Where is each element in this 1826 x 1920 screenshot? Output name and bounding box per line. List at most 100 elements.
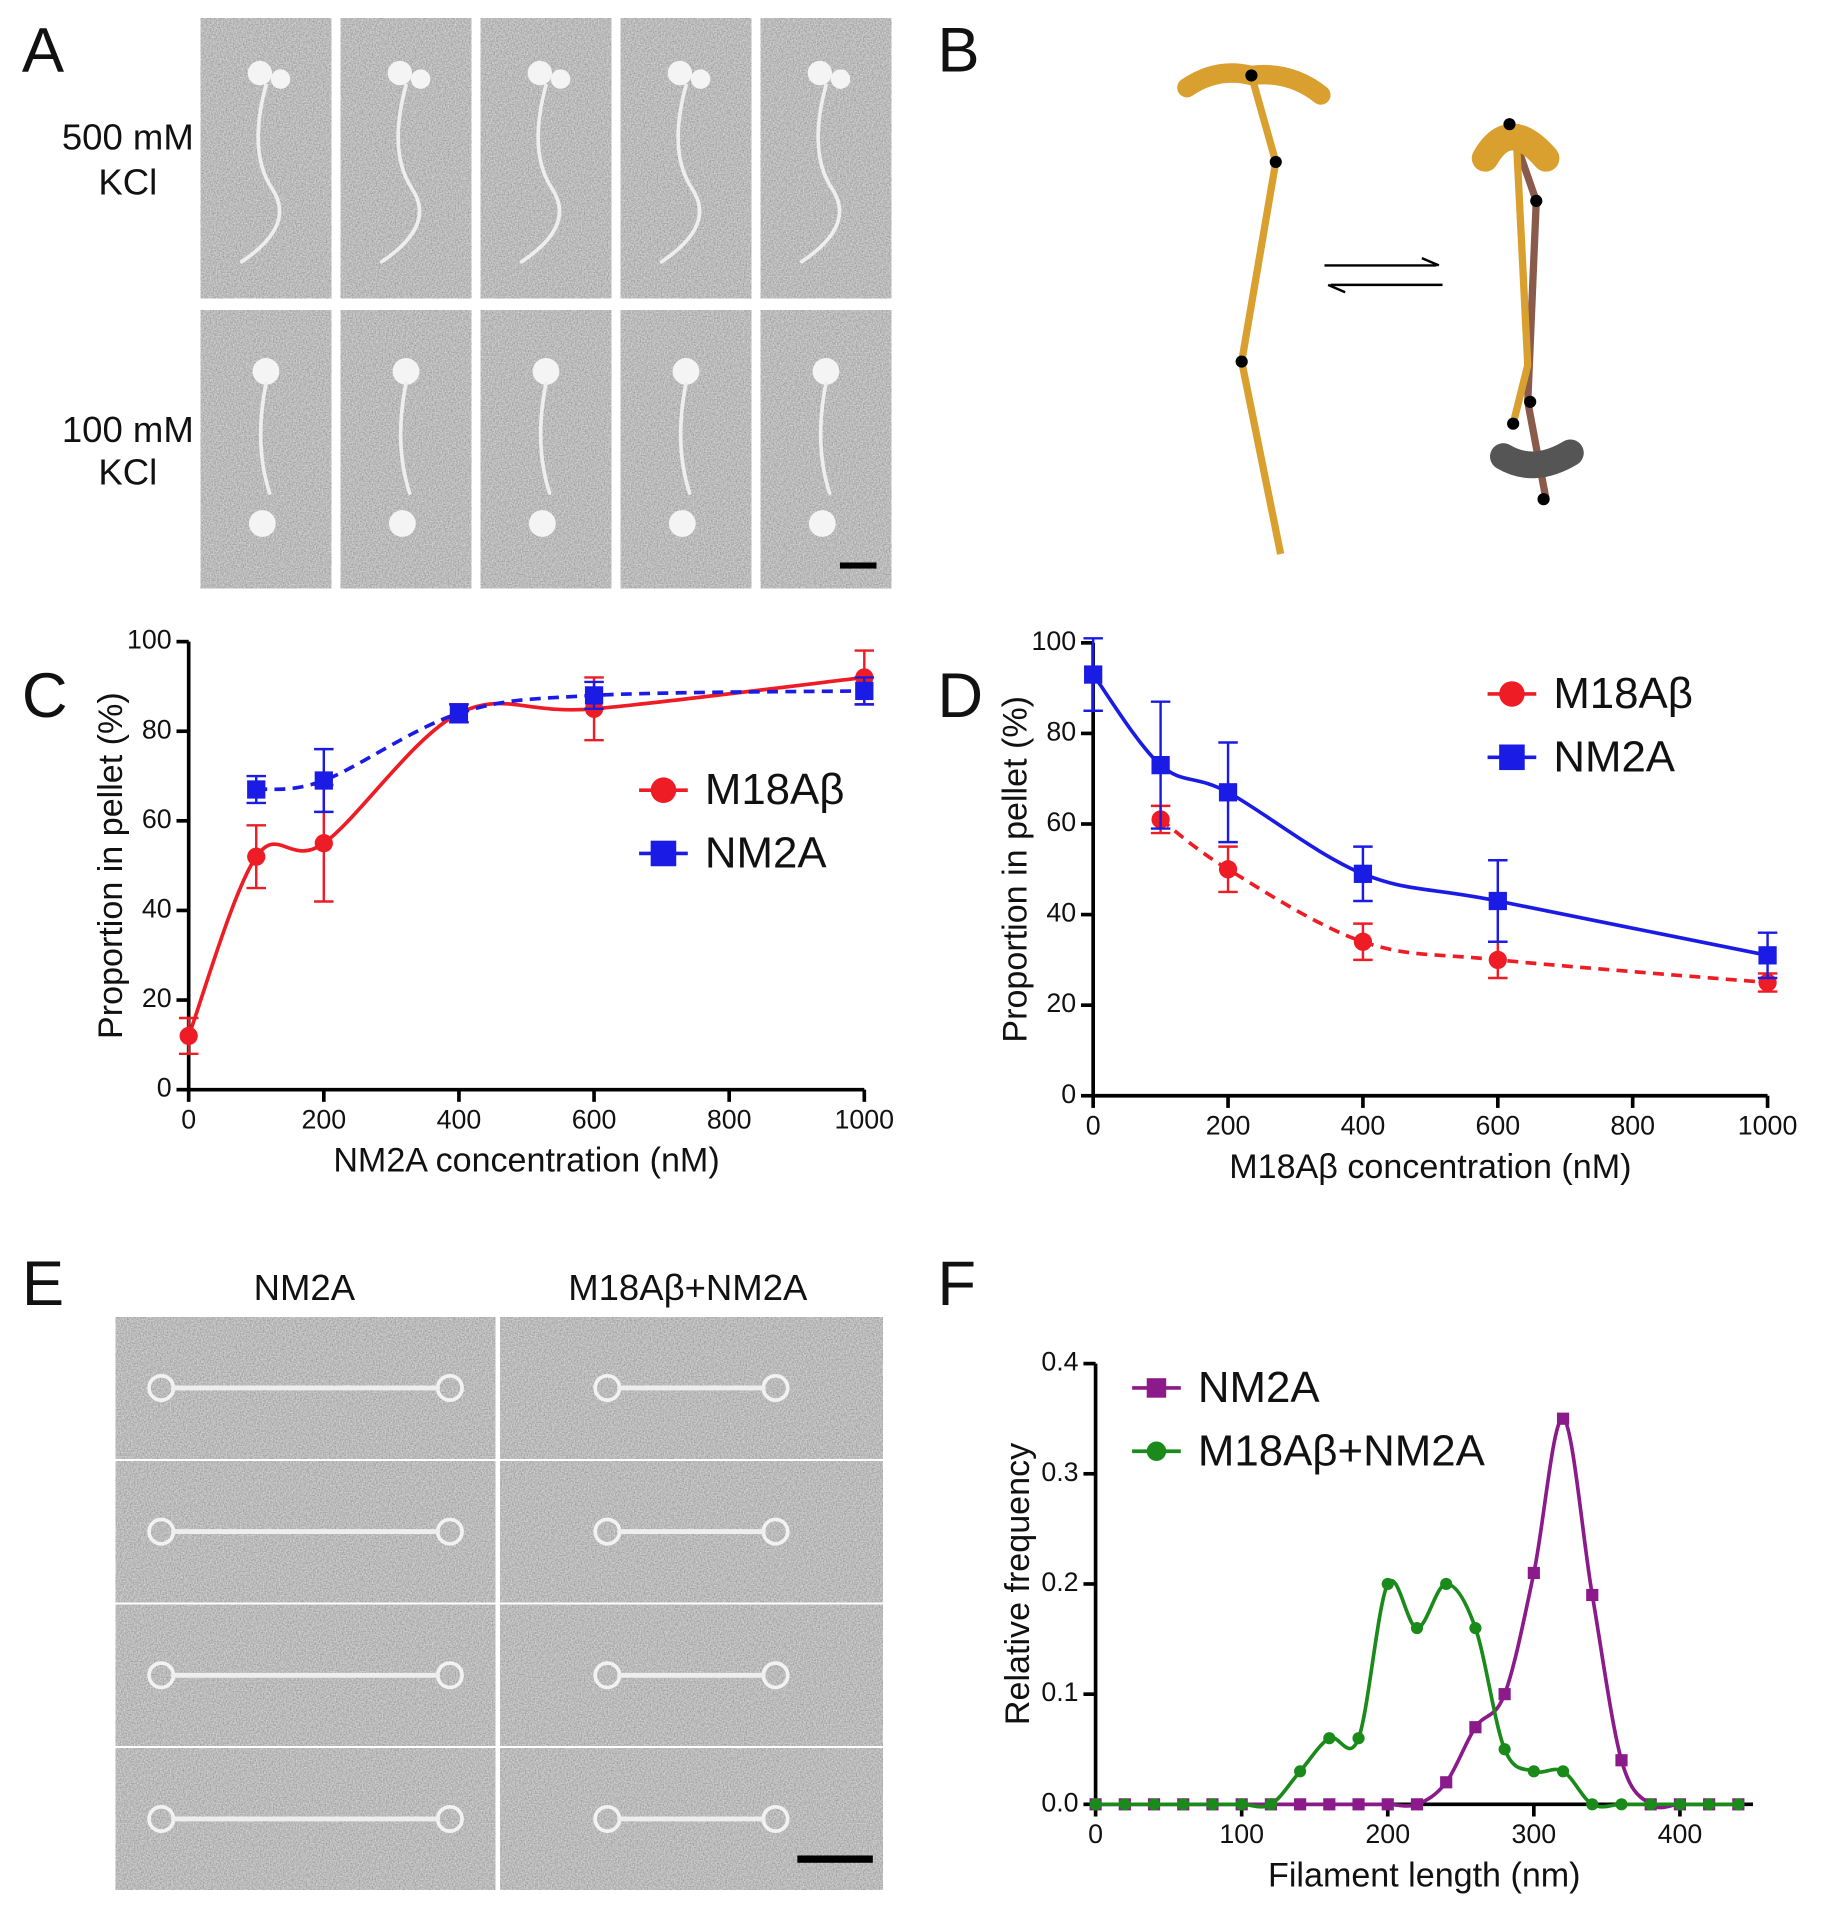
x-tick-label: 0 — [181, 1104, 196, 1134]
marker — [1732, 1798, 1745, 1811]
marker — [1615, 1798, 1628, 1811]
panel-label: B — [937, 16, 979, 86]
row-label: 100 mM — [62, 409, 194, 450]
scale-bar — [797, 1855, 873, 1863]
marker — [1673, 1798, 1687, 1811]
marker — [1381, 1577, 1394, 1591]
x-axis-label: M18Aβ concentration (nM) — [1229, 1148, 1631, 1186]
micrograph — [200, 18, 332, 299]
fit-curve — [1159, 818, 1768, 985]
head — [247, 60, 273, 86]
tail — [398, 381, 412, 495]
head — [667, 60, 693, 86]
tail — [379, 83, 422, 264]
path-shape — [1509, 124, 1532, 425]
x-tick-label: 0 — [1088, 1819, 1103, 1849]
tail — [659, 83, 702, 264]
y-axis-label: Proportion in pellet (%) — [997, 696, 1035, 1043]
marker — [1323, 1732, 1336, 1745]
legend-label: NM2A — [1198, 1363, 1320, 1412]
marker — [1556, 1765, 1570, 1778]
specimen — [248, 357, 280, 537]
scale-bar — [839, 562, 877, 569]
micrograph — [200, 310, 332, 589]
row-label: 500 mM — [62, 117, 194, 158]
specimen — [593, 1517, 790, 1546]
model-diagram — [1177, 63, 1584, 555]
marker — [1218, 783, 1238, 802]
circle-shape — [1507, 417, 1520, 430]
path-shape — [1506, 122, 1550, 500]
x-tick-label: 1000 — [1738, 1110, 1798, 1140]
head — [248, 510, 276, 537]
marker — [1644, 1798, 1657, 1811]
panel-label: D — [937, 661, 983, 731]
head — [690, 69, 711, 89]
marker — [855, 681, 874, 701]
micrograph — [620, 310, 752, 589]
marker — [1352, 1798, 1365, 1811]
micrograph — [760, 18, 892, 299]
marker — [1206, 1798, 1219, 1811]
y-tick-label: 40 — [1046, 898, 1076, 928]
y-axis-label: Proportion in pellet (%) — [92, 692, 130, 1039]
head — [550, 69, 571, 89]
y-tick-label: 80 — [1046, 716, 1076, 746]
y-tick-label: 0 — [157, 1073, 172, 1103]
marker — [1410, 1798, 1424, 1811]
circle-shape — [1503, 118, 1516, 131]
panel-label: C — [22, 661, 68, 731]
marker — [1323, 1798, 1336, 1811]
path-shape — [1327, 283, 1443, 294]
tail — [239, 83, 282, 264]
micrograph — [760, 310, 892, 589]
marker — [449, 704, 469, 723]
path-shape — [1324, 256, 1440, 267]
micrographs — [115, 18, 892, 1890]
y-tick-label: 100 — [1031, 626, 1076, 656]
marker — [1586, 1798, 1599, 1811]
head — [672, 357, 700, 385]
circle-shape — [1245, 69, 1258, 82]
axes — [1091, 642, 1768, 1098]
head — [270, 69, 291, 89]
marker — [1353, 932, 1373, 951]
micrograph — [620, 18, 752, 299]
x-tick-label: 200 — [1365, 1819, 1410, 1849]
marker — [1488, 950, 1507, 970]
y-tick-label: 0.4 — [1041, 1347, 1078, 1377]
fit-curve — [1095, 1578, 1739, 1809]
marker — [1556, 1412, 1570, 1425]
head — [532, 357, 560, 385]
specimen — [239, 60, 291, 264]
head — [392, 357, 420, 385]
panel-label: E — [22, 1249, 64, 1319]
marker — [1089, 1798, 1102, 1811]
chart: 0.0 0.1 0.2 0.3 0.4 0 100 200 300 400 Filament len… — [999, 1347, 1753, 1894]
y-tick-label: 20 — [1046, 988, 1076, 1018]
y-tick-label: 100 — [127, 625, 172, 655]
fit-curve — [256, 689, 865, 792]
specimen — [147, 1517, 464, 1546]
x-tick-label: 600 — [1475, 1110, 1520, 1140]
circle-shape — [1537, 493, 1550, 506]
marker — [1527, 1566, 1540, 1580]
y-tick-label: 40 — [142, 894, 172, 924]
head — [807, 60, 833, 86]
head — [388, 510, 416, 537]
specimen — [659, 60, 711, 264]
marker — [1294, 1798, 1307, 1811]
column-label: NM2A — [254, 1267, 356, 1308]
circle-shape — [1235, 355, 1248, 368]
y-tick-label: 0.1 — [1041, 1677, 1078, 1707]
marker — [1410, 1621, 1424, 1635]
tail — [519, 83, 562, 264]
head — [252, 357, 280, 385]
marker — [314, 771, 333, 790]
x-tick-label: 100 — [1219, 1819, 1264, 1849]
marker — [1353, 864, 1373, 883]
marker — [1498, 1688, 1511, 1701]
